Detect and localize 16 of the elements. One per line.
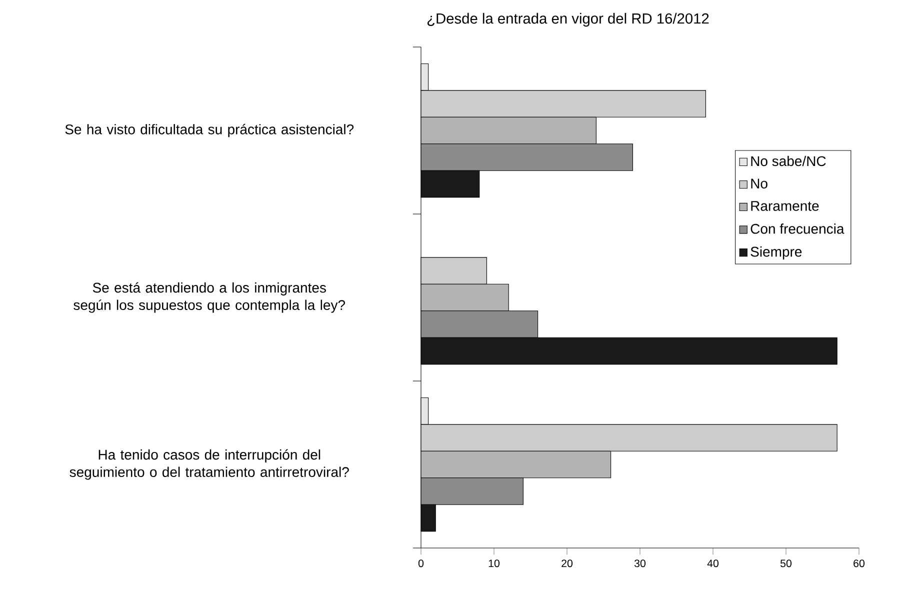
x-tick-label: 60 (854, 560, 865, 568)
legend-label: No (751, 178, 768, 188)
x-tick-label: 0 (418, 560, 424, 568)
chart-title: ¿Desde la entrada en vigor del RD 16/2012 (427, 12, 709, 27)
x-tick-label: 40 (707, 560, 719, 568)
y-tick-label: Se está atendiendo a los inmigrantes según los supuestos que contempla la ley? (74, 282, 346, 313)
legend-label: Raramente (751, 201, 819, 211)
y-tick-label: Ha tenido casos de interrupción del seguimiento o del tratamiento antirretroviral? (70, 449, 349, 480)
x-tick-label: 50 (780, 560, 792, 568)
x-tick-label: 20 (562, 560, 573, 568)
legend-label: Siempre (750, 246, 802, 260)
x-tick-label: 10 (488, 560, 500, 568)
legend-label: Con frecuencia (750, 224, 844, 234)
x-tick-label: 30 (634, 560, 646, 568)
legend-label: No sabe/NC (751, 156, 826, 166)
y-tick-label: Se ha visto dificultada su práctica asistencial? (65, 124, 354, 138)
